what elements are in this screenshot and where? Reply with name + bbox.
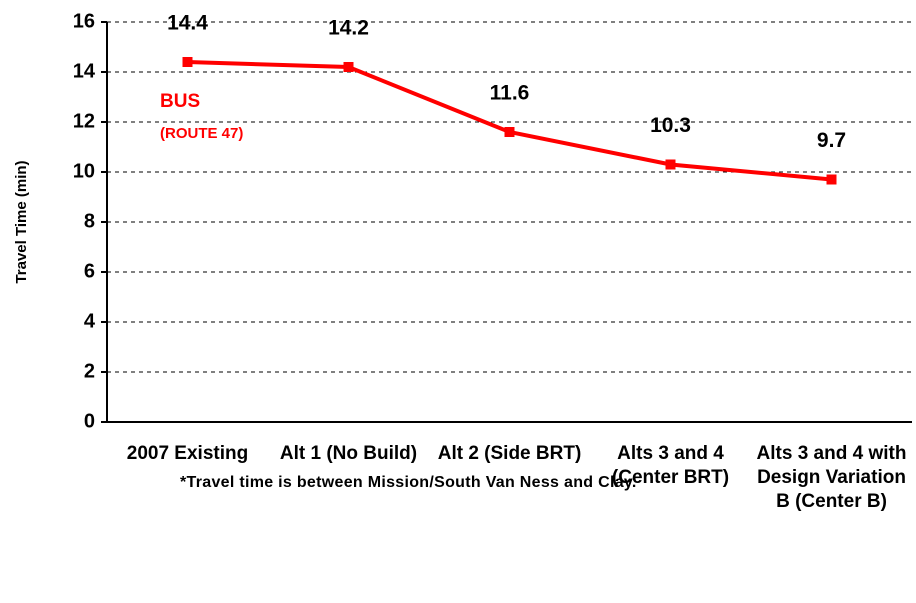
y-tick-label: 6 xyxy=(84,260,95,282)
x-tick-label: 2007 Existing xyxy=(126,443,249,464)
y-tick-label: 4 xyxy=(84,310,96,332)
data-label: 10.3 xyxy=(650,114,691,137)
y-tick-label: 16 xyxy=(73,10,95,32)
y-tick-label: 14 xyxy=(73,60,96,82)
data-label: 14.4 xyxy=(167,12,208,35)
x-tick-label: Alt 2 (Side BRT) xyxy=(437,443,582,464)
y-tick-label: 8 xyxy=(84,210,95,232)
x-tick-label: Alts 3 and 4 with Design Variation B (Ce… xyxy=(756,443,907,512)
marker xyxy=(665,159,676,170)
annotation: BUS xyxy=(160,91,200,112)
footnote: *Travel time is between Mission/South Va… xyxy=(180,474,637,491)
y-axis-label: Travel Time (min) xyxy=(13,160,30,283)
marker xyxy=(504,127,515,137)
line xyxy=(187,60,832,182)
y-tick-label: 10 xyxy=(73,160,95,182)
marker xyxy=(343,62,354,72)
data-label: 14.2 xyxy=(328,17,369,40)
y-tick-label: 0 xyxy=(84,410,95,432)
x-tick-label: Alt 1 (No Build) xyxy=(279,443,418,464)
y-tick-label: 12 xyxy=(73,110,95,132)
marker xyxy=(826,174,837,185)
annotation: (ROUTE 47) xyxy=(160,125,243,142)
data-label: 9.7 xyxy=(817,129,846,152)
data-label: 11.6 xyxy=(490,82,530,105)
y-tick-label: 2 xyxy=(84,360,95,382)
marker xyxy=(182,57,193,67)
x-tick-label: Alts 3 and 4 (Center BRT) xyxy=(611,443,730,488)
